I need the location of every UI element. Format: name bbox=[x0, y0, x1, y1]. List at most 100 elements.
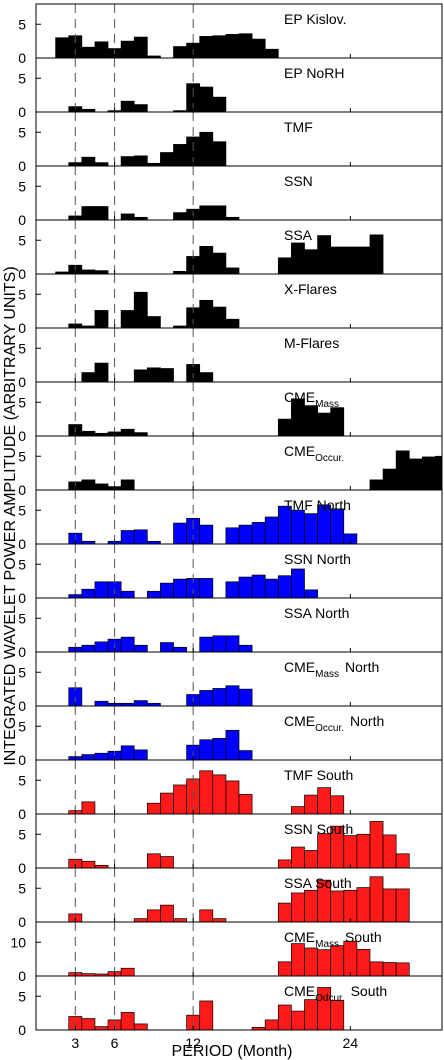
bar bbox=[120, 213, 135, 221]
bar bbox=[304, 513, 318, 545]
bar bbox=[304, 850, 318, 869]
bar bbox=[94, 483, 109, 491]
panel-label-subscript: Mass bbox=[315, 669, 339, 680]
panel-label: SSA South bbox=[284, 875, 352, 891]
bar bbox=[238, 524, 253, 545]
bar bbox=[212, 635, 227, 653]
panel-label: SSN bbox=[284, 173, 313, 189]
y-axis-title: INTEGRATED WAVELET POWER AMPLITUDE (ARBI… bbox=[2, 266, 19, 765]
panel-label-suffix: North bbox=[350, 713, 384, 729]
panel-label: M-Flares bbox=[284, 335, 339, 351]
bar bbox=[81, 479, 96, 491]
bar bbox=[120, 1012, 135, 1031]
panel-label: X-Flares bbox=[284, 281, 337, 297]
bar bbox=[277, 257, 292, 275]
panel: 0 5 TMF bbox=[18, 111, 443, 174]
bar bbox=[238, 576, 253, 599]
bar bbox=[133, 918, 148, 923]
bar bbox=[264, 516, 279, 545]
panel: 0 5 CMEOccur. bbox=[18, 435, 443, 498]
panel: 05 CMEOdcur. South bbox=[18, 975, 443, 1038]
bar bbox=[81, 156, 96, 167]
bar bbox=[133, 529, 148, 545]
bar bbox=[173, 646, 187, 653]
bar bbox=[330, 246, 345, 275]
panel-label-subscript: Mass bbox=[315, 399, 339, 410]
bar bbox=[199, 690, 214, 707]
bar bbox=[133, 749, 148, 761]
bar bbox=[120, 636, 135, 653]
y-tick-label: 0 bbox=[18, 590, 26, 606]
bar bbox=[343, 246, 358, 275]
bar bbox=[264, 48, 279, 59]
y-tick-label: 0 bbox=[18, 50, 26, 66]
bar bbox=[146, 367, 161, 383]
panel: 0 5 SSN bbox=[18, 165, 443, 228]
panel-label: SSN North bbox=[284, 551, 351, 567]
bar bbox=[330, 945, 345, 977]
bar bbox=[81, 588, 96, 599]
bar bbox=[146, 802, 161, 815]
x-axis: 3 6 12 24 bbox=[71, 1035, 358, 1051]
bar bbox=[199, 524, 214, 545]
y-tick-label: 0 bbox=[18, 374, 26, 390]
bar bbox=[120, 967, 135, 977]
bar bbox=[291, 806, 305, 815]
y-tick-label: 0 bbox=[18, 968, 26, 984]
panel-label-subscript: Odcur. bbox=[315, 993, 344, 1004]
panel: 0 5 TMF South bbox=[18, 759, 443, 822]
bar bbox=[251, 522, 266, 545]
panel: 0 5 X-Flares bbox=[18, 273, 443, 336]
bar bbox=[146, 853, 161, 869]
bar bbox=[199, 909, 214, 923]
bar bbox=[199, 739, 214, 761]
x-axis-title: PERIOD (Month) bbox=[172, 1043, 293, 1060]
bar bbox=[264, 578, 279, 599]
bar bbox=[94, 206, 109, 221]
y-tick-label: 0 bbox=[18, 482, 26, 498]
panel: 0 5 TMF North bbox=[18, 489, 443, 552]
bar bbox=[173, 784, 187, 815]
y-tick-label: 0 bbox=[18, 806, 26, 822]
y-tick-label: 0 bbox=[18, 212, 26, 228]
bar bbox=[291, 242, 305, 275]
bar bbox=[81, 754, 96, 761]
bar bbox=[81, 801, 96, 815]
y-tick-label: 0 bbox=[18, 320, 26, 336]
y-tick-label: 5 bbox=[18, 448, 26, 464]
panels-group: 0 5 EP Kislov. 0 5 EP NoRH 0 5 TMF 0 5 SSN 0 5 SSA 0 5 X-… bbox=[10, 3, 443, 1038]
bar bbox=[317, 787, 332, 815]
panel-label: CMEMass North bbox=[284, 659, 379, 680]
bar bbox=[94, 581, 109, 599]
bar bbox=[212, 96, 227, 113]
bar bbox=[369, 479, 384, 491]
bar bbox=[120, 156, 135, 167]
y-tick-label: 5 bbox=[18, 880, 26, 896]
bar bbox=[120, 428, 135, 437]
bar bbox=[435, 455, 443, 491]
panel: 05 CMEMass bbox=[18, 381, 443, 444]
y-tick-label: 0 bbox=[18, 1022, 26, 1038]
bar bbox=[225, 729, 240, 761]
bar bbox=[291, 568, 305, 599]
bar bbox=[225, 34, 240, 59]
bar bbox=[133, 155, 148, 167]
bar bbox=[277, 902, 292, 923]
bar bbox=[212, 688, 227, 707]
bar bbox=[94, 752, 109, 761]
bar bbox=[212, 774, 227, 815]
bar bbox=[356, 948, 371, 977]
bar bbox=[133, 1023, 148, 1031]
bar bbox=[199, 578, 214, 599]
panel-label: TMF North bbox=[284, 497, 351, 513]
bar bbox=[160, 582, 174, 599]
panel-frame bbox=[35, 381, 443, 437]
bar bbox=[304, 794, 318, 815]
bar bbox=[343, 940, 358, 977]
bar bbox=[291, 509, 305, 545]
bar bbox=[422, 456, 436, 491]
panel-label-suffix: North bbox=[345, 659, 379, 675]
bar bbox=[199, 372, 214, 383]
bar bbox=[356, 246, 371, 275]
bar bbox=[120, 590, 135, 599]
